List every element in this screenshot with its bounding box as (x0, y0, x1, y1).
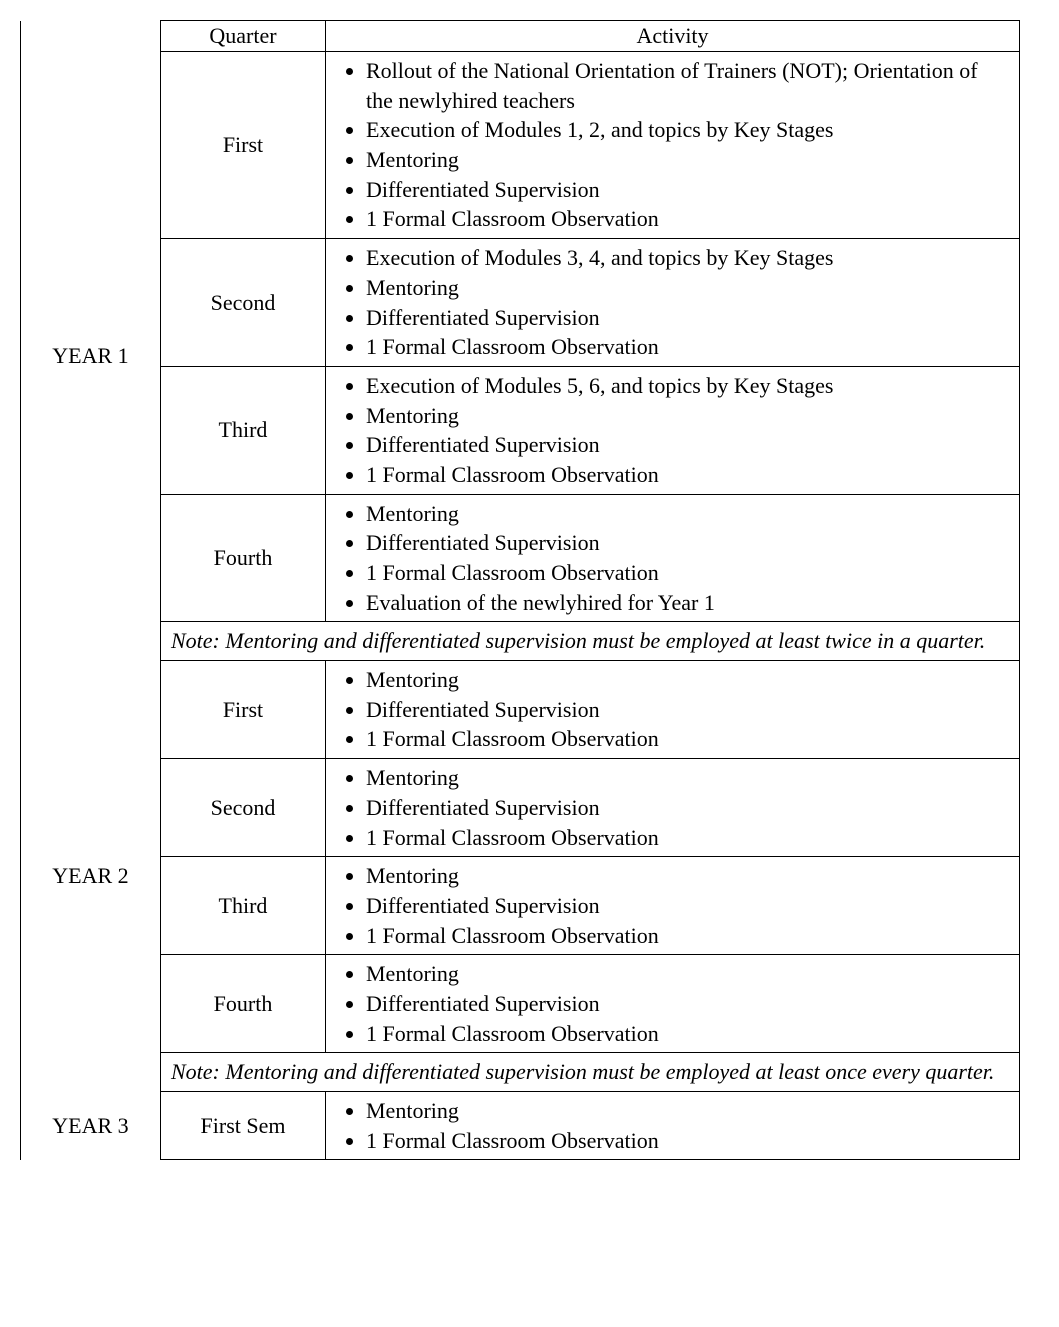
activity-item: 1 Formal Classroom Observation (366, 921, 1013, 951)
table-row: Third Execution of Modules 5, 6, and top… (21, 366, 1020, 494)
activity-item: Rollout of the National Orientation of T… (366, 56, 1013, 115)
activity-item: Differentiated Supervision (366, 430, 1013, 460)
table-note-row: Note: Mentoring and differentiated super… (21, 1053, 1020, 1092)
table-header-row: Quarter Activity (21, 21, 1020, 52)
table-row: Second Execution of Modules 3, 4, and to… (21, 239, 1020, 367)
activity-cell: Execution of Modules 5, 6, and topics by… (326, 366, 1020, 494)
activity-list: Mentoring Differentiated Supervision 1 F… (332, 763, 1013, 852)
activity-cell: Rollout of the National Orientation of T… (326, 52, 1020, 239)
schedule-table-wrap: Quarter Activity YEAR 1 First Rollout of… (20, 20, 1020, 1160)
activity-item: Mentoring (366, 959, 1013, 989)
activity-cell: Mentoring Differentiated Supervision 1 F… (326, 857, 1020, 955)
quarter-label: Fourth (161, 494, 326, 622)
activity-item: Differentiated Supervision (366, 303, 1013, 333)
activity-item: 1 Formal Classroom Observation (366, 460, 1013, 490)
quarter-label: Second (161, 239, 326, 367)
table-row: YEAR 1 First Rollout of the National Ori… (21, 52, 1020, 239)
schedule-table: Quarter Activity YEAR 1 First Rollout of… (20, 20, 1020, 1160)
activity-item: 1 Formal Classroom Observation (366, 1019, 1013, 1049)
activity-item: 1 Formal Classroom Observation (366, 724, 1013, 754)
activity-item: Differentiated Supervision (366, 989, 1013, 1019)
activity-list: Mentoring Differentiated Supervision 1 F… (332, 665, 1013, 754)
quarter-label: First (161, 52, 326, 239)
table-row: Fourth Mentoring Differentiated Supervis… (21, 955, 1020, 1053)
table-row: Second Mentoring Differentiated Supervis… (21, 759, 1020, 857)
year-label: YEAR 2 (21, 661, 161, 1092)
quarter-label: Second (161, 759, 326, 857)
activity-cell: Execution of Modules 3, 4, and topics by… (326, 239, 1020, 367)
table-note-row: Note: Mentoring and differentiated super… (21, 622, 1020, 661)
table-row: Fourth Mentoring Differentiated Supervis… (21, 494, 1020, 622)
activity-cell: Mentoring Differentiated Supervision 1 F… (326, 759, 1020, 857)
activity-cell: Mentoring Differentiated Supervision 1 F… (326, 955, 1020, 1053)
activity-item: Execution of Modules 5, 6, and topics by… (366, 371, 1013, 401)
activity-item: Mentoring (366, 763, 1013, 793)
table-row: Third Mentoring Differentiated Supervisi… (21, 857, 1020, 955)
activity-cell: Mentoring Differentiated Supervision 1 F… (326, 661, 1020, 759)
activity-item: 1 Formal Classroom Observation (366, 823, 1013, 853)
activity-item: Differentiated Supervision (366, 695, 1013, 725)
activity-cell: Mentoring 1 Formal Classroom Observation (326, 1092, 1020, 1160)
activity-list: Mentoring Differentiated Supervision 1 F… (332, 499, 1013, 618)
table-row: YEAR 2 First Mentoring Differentiated Su… (21, 661, 1020, 759)
activity-list: Mentoring 1 Formal Classroom Observation (332, 1096, 1013, 1155)
activity-item: Mentoring (366, 1096, 1013, 1126)
activity-list: Execution of Modules 3, 4, and topics by… (332, 243, 1013, 362)
year-note: Note: Mentoring and differentiated super… (161, 1053, 1020, 1092)
activity-list: Mentoring Differentiated Supervision 1 F… (332, 861, 1013, 950)
activity-item: Differentiated Supervision (366, 891, 1013, 921)
activity-item: 1 Formal Classroom Observation (366, 1126, 1013, 1156)
activity-item: 1 Formal Classroom Observation (366, 558, 1013, 588)
activity-item: Differentiated Supervision (366, 175, 1013, 205)
activity-item: Mentoring (366, 665, 1013, 695)
activity-item: Differentiated Supervision (366, 528, 1013, 558)
quarter-label: First (161, 661, 326, 759)
activity-item: 1 Formal Classroom Observation (366, 204, 1013, 234)
year-blank-cell (21, 21, 161, 52)
activity-item: Execution of Modules 1, 2, and topics by… (366, 115, 1013, 145)
quarter-label: First Sem (161, 1092, 326, 1160)
activity-item: Evaluation of the newlyhired for Year 1 (366, 588, 1013, 618)
header-quarter: Quarter (161, 21, 326, 52)
table-row: YEAR 3 First Sem Mentoring 1 Formal Clas… (21, 1092, 1020, 1160)
activity-item: Mentoring (366, 499, 1013, 529)
activity-list: Rollout of the National Orientation of T… (332, 56, 1013, 234)
header-activity: Activity (326, 21, 1020, 52)
activity-list: Mentoring Differentiated Supervision 1 F… (332, 959, 1013, 1048)
year-note: Note: Mentoring and differentiated super… (161, 622, 1020, 661)
activity-item: Mentoring (366, 861, 1013, 891)
quarter-label: Third (161, 857, 326, 955)
activity-item: Execution of Modules 3, 4, and topics by… (366, 243, 1013, 273)
activity-list: Execution of Modules 5, 6, and topics by… (332, 371, 1013, 490)
quarter-label: Third (161, 366, 326, 494)
activity-item: 1 Formal Classroom Observation (366, 332, 1013, 362)
activity-cell: Mentoring Differentiated Supervision 1 F… (326, 494, 1020, 622)
year-label: YEAR 3 (21, 1092, 161, 1160)
activity-item: Mentoring (366, 145, 1013, 175)
activity-item: Mentoring (366, 401, 1013, 431)
activity-item: Differentiated Supervision (366, 793, 1013, 823)
year-label: YEAR 1 (21, 52, 161, 661)
quarter-label: Fourth (161, 955, 326, 1053)
activity-item: Mentoring (366, 273, 1013, 303)
